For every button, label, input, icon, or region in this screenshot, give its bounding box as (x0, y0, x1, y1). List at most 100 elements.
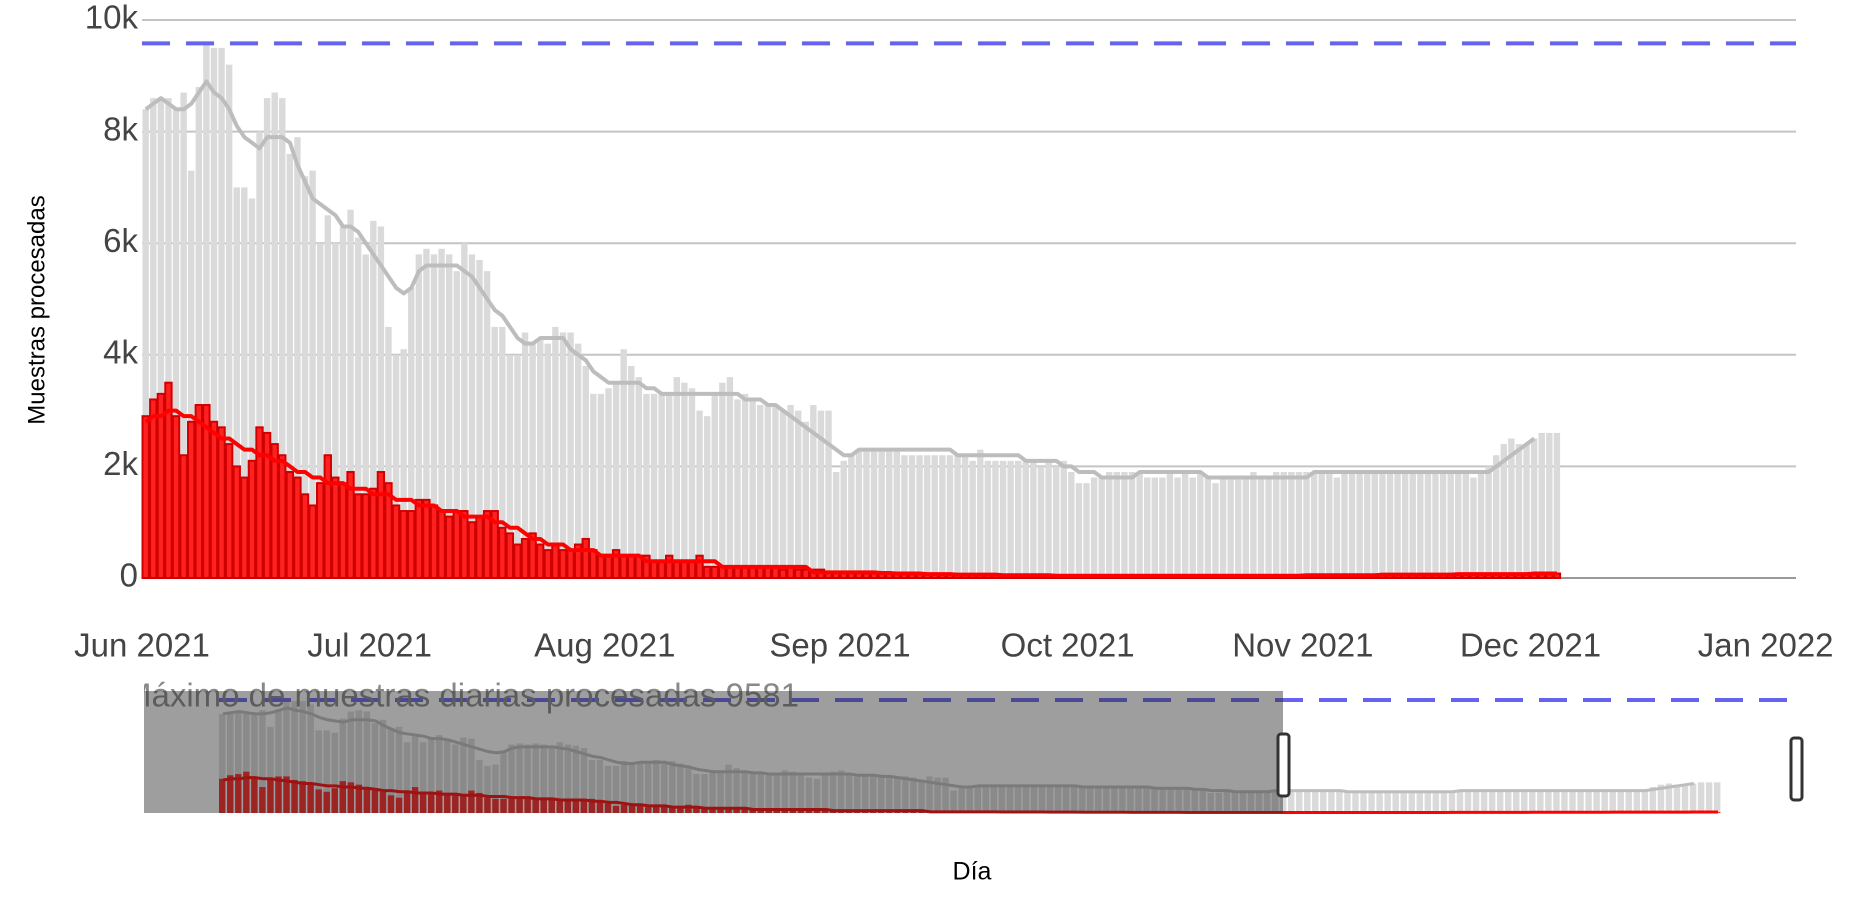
mini-bar (612, 765, 620, 813)
bar (1295, 471, 1303, 578)
mini-bar (524, 797, 531, 813)
mini-bar (1127, 788, 1134, 813)
bar (529, 343, 536, 578)
mini-bar (363, 787, 371, 813)
bar (300, 493, 310, 579)
mini-bar (411, 736, 419, 813)
bar (901, 455, 908, 578)
mini-bar (701, 808, 708, 813)
bar (476, 259, 483, 578)
mini-bar (1424, 790, 1432, 813)
bar (1318, 471, 1325, 578)
bar (407, 510, 416, 580)
mini-bar (813, 810, 821, 813)
bar (817, 410, 825, 578)
mini-bar (548, 798, 555, 813)
bar (490, 510, 499, 580)
bar (665, 554, 674, 579)
bar (301, 176, 309, 579)
mini-bar (556, 798, 564, 813)
mini-bar (661, 807, 668, 813)
bar (240, 476, 249, 579)
mini-bar (653, 759, 660, 813)
bar (285, 470, 295, 580)
bar (444, 515, 454, 579)
bar (475, 515, 484, 579)
bar (1439, 471, 1447, 578)
bar (241, 187, 248, 578)
mini-bar (870, 776, 877, 813)
bar (1197, 471, 1204, 578)
mini-bar (275, 776, 282, 813)
bar (1401, 471, 1409, 578)
mini-bar (1312, 791, 1319, 813)
bar (271, 92, 278, 578)
bar (353, 493, 363, 579)
mini-bar (1263, 790, 1271, 813)
mini-bar (669, 761, 676, 813)
x-tick-label: Aug 2021 (534, 627, 675, 664)
bar (164, 381, 173, 580)
bar (703, 416, 711, 578)
bar (984, 460, 992, 578)
bar (1181, 471, 1189, 578)
mini-bar (757, 809, 764, 813)
mini-bar (227, 711, 234, 813)
bar (157, 98, 165, 579)
bar (757, 405, 764, 578)
range-handle[interactable] (1789, 736, 1804, 802)
bar (810, 405, 817, 578)
bar (590, 393, 597, 578)
mini-bar (267, 726, 274, 813)
bar (414, 498, 424, 580)
x-tick-label: Nov 2021 (1232, 627, 1373, 664)
mini-bar (942, 777, 949, 813)
mini-bar (1681, 784, 1689, 813)
mini-bar (596, 759, 604, 813)
bar (384, 482, 393, 580)
bar (687, 560, 697, 580)
bar (582, 365, 589, 578)
mini-bar (797, 772, 805, 813)
mini-bar (1167, 789, 1174, 813)
mini-bar (765, 774, 772, 813)
bar (666, 393, 673, 578)
bar (156, 392, 166, 579)
range-slider[interactable]: Máximo de muestras diarias procesadas 95… (124, 677, 1804, 815)
bar (855, 449, 863, 578)
bar (180, 92, 187, 578)
bar (969, 460, 976, 578)
bar (362, 254, 369, 579)
bar (1348, 471, 1356, 578)
bar (605, 388, 612, 578)
mini-bar (677, 763, 684, 813)
mini-bar (701, 774, 708, 813)
bar (726, 377, 734, 578)
bar (217, 426, 226, 579)
mini-bar (556, 742, 564, 813)
mini-bar (572, 745, 580, 813)
bar (1523, 444, 1530, 578)
bar (225, 64, 233, 578)
bar (415, 254, 423, 579)
bar (1424, 471, 1432, 578)
mini-bar (532, 798, 539, 813)
range-handle[interactable] (1276, 732, 1291, 798)
mini-bar (1095, 788, 1102, 813)
bar (1530, 438, 1538, 578)
mini-bar (275, 709, 282, 813)
bar (361, 493, 370, 579)
mini-bar (717, 771, 724, 813)
bar (278, 454, 287, 579)
mini-bar (219, 778, 226, 813)
mini-bar (259, 787, 266, 813)
bar (1242, 477, 1250, 578)
bar (1265, 477, 1272, 578)
mini-bar (1593, 790, 1600, 813)
mini-bar (524, 744, 531, 813)
bar (294, 137, 301, 578)
mini-bar (612, 805, 620, 813)
bar (438, 248, 445, 578)
bar (203, 43, 210, 579)
plot-area: 0 2k 4k 6k 8k 10k Jun 2021 Jul 2021 Aug 2021 Sep … (74, 0, 1833, 664)
